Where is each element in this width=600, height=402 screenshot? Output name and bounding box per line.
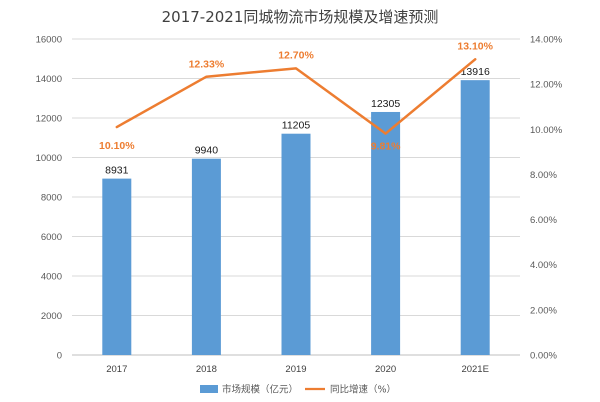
bar-value-label: 11205 (282, 120, 311, 132)
left-tick-label: 14000 (36, 74, 62, 85)
bar-value-label: 8931 (105, 165, 129, 177)
bar-value-label: 9940 (195, 145, 219, 157)
right-tick-label: 10.00% (530, 125, 563, 136)
bar (191, 158, 221, 355)
right-tick-label: 12.00% (530, 80, 563, 91)
line-value-label: 13.10% (457, 40, 493, 52)
bar (102, 178, 132, 355)
line-data-labels: 10.10% 12.33% 12.70% 9.81% 13.10% (99, 40, 494, 152)
right-tick-label: 8.00% (530, 170, 557, 181)
right-tick-label: 6.00% (530, 215, 557, 226)
category-label: 2021E (461, 364, 488, 375)
category-label: 2018 (196, 364, 217, 375)
left-axis-ticks: 0 2000 4000 6000 8000 10000 12000 14000 16000 (36, 35, 62, 362)
series-line (115, 58, 477, 135)
chart-title: 2017-2021同城物流市场规模及增速预测 (162, 8, 439, 26)
legend-line-label: 同比增速（%） (330, 384, 396, 396)
left-tick-label: 2000 (41, 311, 62, 322)
bar-data-labels: 8931 9940 11205 12305 13916 (105, 66, 490, 176)
left-tick-label: 10000 (36, 153, 62, 164)
right-axis-ticks: 0.00% 2.00% 4.00% 6.00% 8.00% 10.00% 12.00% 14.… (530, 35, 563, 362)
line-series (115, 58, 477, 135)
line-value-label: 12.70% (278, 49, 314, 61)
line-value-label: 10.10% (99, 140, 135, 152)
right-tick-label: 4.00% (530, 260, 557, 271)
bar (281, 133, 311, 355)
left-tick-label: 12000 (36, 114, 62, 125)
bar (460, 80, 490, 355)
line-value-label: 9.81% (371, 141, 401, 153)
left-tick-label: 16000 (36, 35, 62, 46)
bar-value-label: 13916 (461, 66, 490, 78)
left-tick-label: 8000 (41, 193, 62, 204)
left-tick-label: 0 (57, 351, 62, 362)
left-tick-label: 4000 (41, 272, 62, 283)
bar-value-label: 12305 (371, 98, 400, 110)
category-axis-labels: 2017 2018 2019 2020 2021E (106, 364, 489, 375)
legend-bar-label: 市场规模（亿元） (222, 384, 298, 396)
category-label: 2020 (375, 364, 396, 375)
category-label: 2017 (106, 364, 127, 375)
left-tick-label: 6000 (41, 232, 62, 243)
category-label: 2019 (285, 364, 306, 375)
legend-bar-swatch (200, 385, 218, 393)
legend: 市场规模（亿元） 同比增速（%） (200, 384, 396, 396)
right-tick-label: 2.00% (530, 305, 557, 316)
bar-series (102, 80, 490, 355)
bar (371, 111, 401, 355)
right-tick-label: 14.00% (530, 35, 563, 46)
right-tick-label: 0.00% (530, 351, 557, 362)
line-value-label: 12.33% (189, 59, 225, 71)
